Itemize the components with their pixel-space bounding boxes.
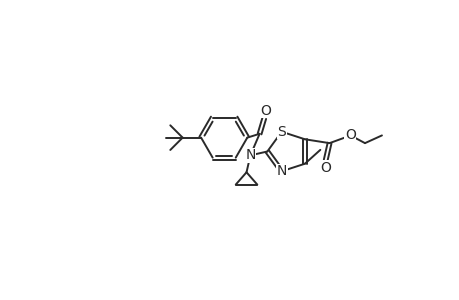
Text: N: N: [276, 164, 286, 178]
Text: N: N: [245, 148, 255, 162]
Text: O: O: [319, 161, 330, 175]
Text: O: O: [344, 128, 355, 142]
Text: O: O: [260, 104, 271, 118]
Text: S: S: [277, 125, 285, 139]
